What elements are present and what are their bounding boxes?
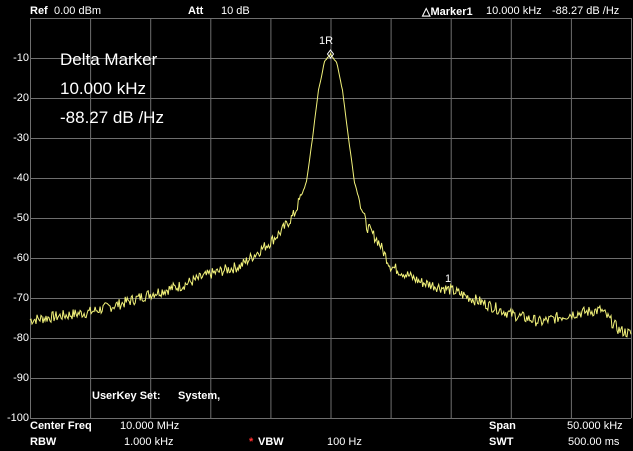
span-value: 50.000 kHz: [567, 420, 623, 432]
marker-level: -88.27 dB /Hz: [552, 5, 620, 17]
y-tick-label: -60: [13, 252, 29, 264]
ref-label: Ref: [30, 5, 48, 17]
marker-frequency: 10.000 kHz: [486, 5, 542, 17]
delta-marker-level: -88.27 dB /Hz: [60, 108, 164, 127]
vbw-modified-star: *: [249, 436, 254, 448]
y-tick-label: -70: [13, 292, 29, 304]
spectrum-trace: [29, 52, 632, 338]
span-label: Span: [489, 420, 516, 432]
ref-value: 0.00 dBm: [54, 5, 102, 17]
swt-label: SWT: [489, 436, 514, 448]
reference-marker-label: 1R: [319, 35, 334, 47]
delta-marker-label: 1: [445, 273, 452, 285]
att-label: Att: [188, 5, 204, 17]
y-tick-label: -80: [13, 332, 29, 344]
vbw-value: 100 Hz: [327, 436, 362, 448]
delta-marker-title: Delta Marker: [60, 50, 158, 69]
marker-label: △Marker1: [422, 6, 473, 18]
rbw-value: 1.000 kHz: [124, 436, 174, 448]
y-tick-label: -40: [13, 172, 29, 184]
delta-marker-frequency: 10.000 kHz: [60, 79, 146, 98]
y-tick-label: -100: [6, 412, 29, 424]
att-value: 10 dB: [221, 5, 250, 17]
y-tick-label: -30: [13, 132, 29, 144]
y-tick-label: -50: [13, 212, 29, 224]
y-tick-label: -90: [13, 372, 29, 384]
userkey-label: UserKey Set:: [92, 390, 161, 402]
rbw-label: RBW: [30, 436, 57, 448]
y-tick-label: -10: [13, 52, 29, 64]
center-freq-value: 10.000 MHz: [120, 420, 180, 432]
reference-marker-diamond: [326, 49, 335, 59]
y-tick-label: -20: [13, 92, 29, 104]
vbw-label: VBW: [258, 436, 284, 448]
userkey-value: System,: [178, 390, 221, 402]
swt-value: 500.00 ms: [568, 436, 620, 448]
center-freq-label: Center Freq: [30, 420, 92, 432]
grid: [30, 18, 632, 419]
